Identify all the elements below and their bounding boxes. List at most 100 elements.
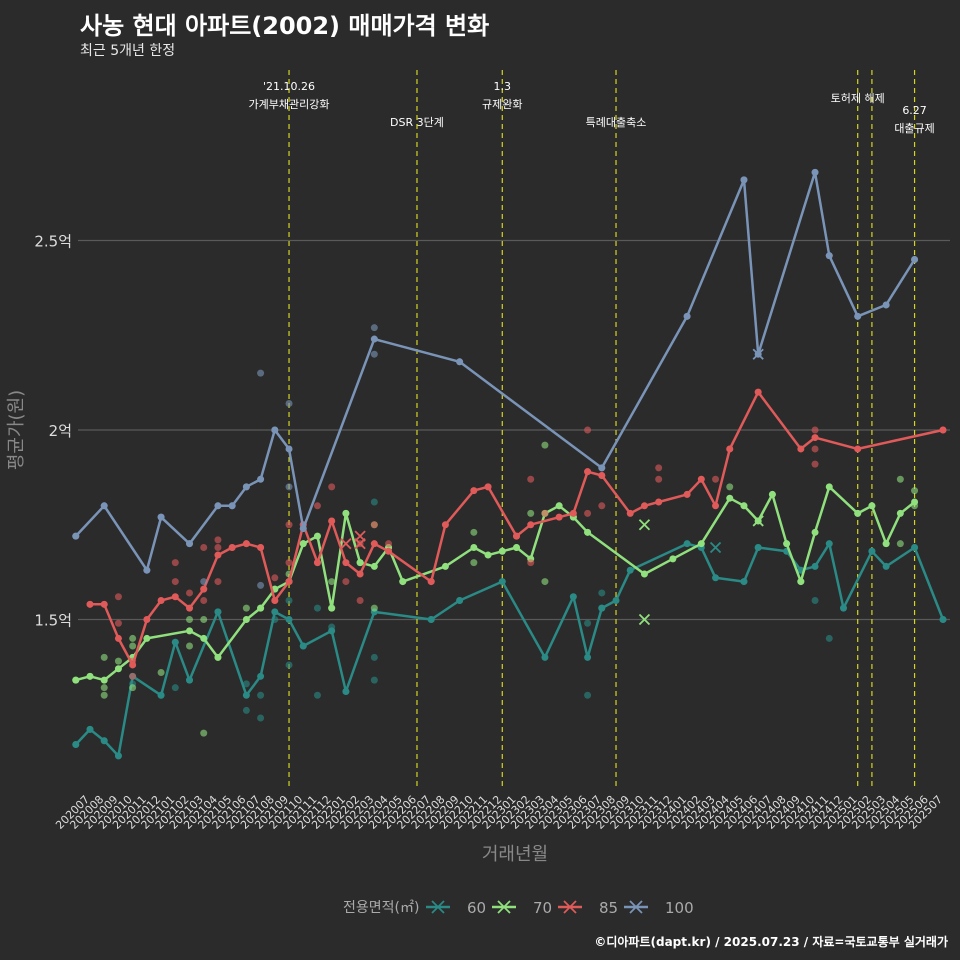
data-point <box>541 509 549 517</box>
data-point <box>811 445 819 453</box>
event-annotation: 가계부채관리강화 <box>249 98 330 111</box>
line-vertex <box>72 741 80 749</box>
data-point <box>257 369 265 377</box>
y-axis-title: 평균가(원) <box>6 390 27 470</box>
line-vertex <box>271 426 279 434</box>
line-vertex <box>143 566 151 574</box>
data-point <box>114 619 122 627</box>
line-vertex <box>783 540 791 548</box>
data-point <box>370 350 378 358</box>
chart-title: 사농 현대 아파트(2002) 매매가격 변화 <box>80 12 490 40</box>
line-vertex <box>385 547 393 555</box>
line-vertex <box>513 532 520 540</box>
y-tick-label: 1.5억 <box>34 611 72 629</box>
line-vertex <box>640 502 648 510</box>
line-vertex <box>342 559 350 567</box>
line-vertex <box>640 570 648 578</box>
line-vertex <box>484 483 492 491</box>
line-vertex <box>328 627 336 635</box>
line-vertex <box>754 388 762 396</box>
line-vertex <box>527 521 535 529</box>
series-85 <box>86 388 947 680</box>
cancelled-marker <box>752 348 764 360</box>
line-vertex <box>157 513 165 521</box>
data-point <box>356 597 364 605</box>
chart-footer: ©디아파트(dapt.kr) / 2025.07.23 / 자료=국토교통부 실… <box>594 935 948 949</box>
line-vertex <box>214 551 222 559</box>
data-point <box>584 691 592 699</box>
line-vertex <box>257 543 265 551</box>
line-vertex <box>200 634 208 642</box>
data-point <box>129 634 137 642</box>
line-vertex <box>911 543 919 551</box>
series-100 <box>72 168 919 589</box>
data-point <box>186 615 194 623</box>
line-vertex <box>441 521 449 529</box>
data-point <box>100 684 108 692</box>
line-vertex <box>456 358 464 366</box>
line-vertex <box>811 528 819 536</box>
line-vertex <box>683 490 691 498</box>
data-point <box>370 498 378 506</box>
line-vertex <box>114 752 122 760</box>
data-point <box>584 426 592 434</box>
line-vertex <box>797 445 805 453</box>
line-vertex <box>328 604 336 612</box>
data-point <box>129 642 137 650</box>
line-vertex <box>569 593 577 601</box>
line-vertex <box>911 498 919 506</box>
line-vertex <box>584 468 592 476</box>
data-point <box>257 714 265 722</box>
line-vertex <box>797 578 805 586</box>
series-line-60 <box>74 542 945 758</box>
cancelled-marker <box>354 530 366 542</box>
data-point <box>527 475 535 483</box>
data-point <box>271 574 279 582</box>
line-vertex <box>683 540 691 548</box>
data-point <box>342 578 350 586</box>
line-vertex <box>882 562 890 570</box>
line-vertex <box>342 509 350 517</box>
line-vertex <box>157 691 165 699</box>
data-point <box>313 502 321 510</box>
data-point <box>811 460 819 468</box>
cancelled-marker <box>638 613 651 626</box>
line-vertex <box>285 578 293 586</box>
line-vertex <box>271 608 279 616</box>
data-point <box>200 597 208 605</box>
data-point <box>242 604 250 612</box>
line-vertex <box>839 604 847 612</box>
line-vertex <box>100 676 108 684</box>
line-vertex <box>598 604 606 612</box>
data-point <box>129 672 137 680</box>
line-vertex <box>626 566 634 574</box>
data-point <box>527 509 535 517</box>
data-point <box>171 578 179 586</box>
y-tick-label: 2억 <box>49 422 72 440</box>
line-vertex <box>328 517 336 525</box>
data-point <box>285 559 293 567</box>
data-point <box>584 509 592 517</box>
line-vertex <box>214 653 222 661</box>
data-point <box>726 483 734 491</box>
line-vertex <box>427 615 435 623</box>
line-vertex <box>868 547 876 555</box>
line-vertex <box>157 597 165 605</box>
line-vertex <box>768 490 776 498</box>
line-vertex <box>726 445 734 453</box>
line-vertex <box>356 570 364 578</box>
data-point <box>242 706 250 714</box>
legend-key-marker <box>431 900 445 914</box>
line-vertex <box>356 559 364 567</box>
line-vertex <box>228 543 236 551</box>
line-vertex <box>399 578 407 586</box>
data-point <box>655 464 663 472</box>
data-point <box>541 578 549 586</box>
data-point <box>285 661 293 669</box>
data-point <box>257 691 265 699</box>
data-point <box>598 589 606 597</box>
line-vertex <box>598 464 606 472</box>
line-vertex <box>498 578 506 586</box>
data-point <box>114 657 122 665</box>
